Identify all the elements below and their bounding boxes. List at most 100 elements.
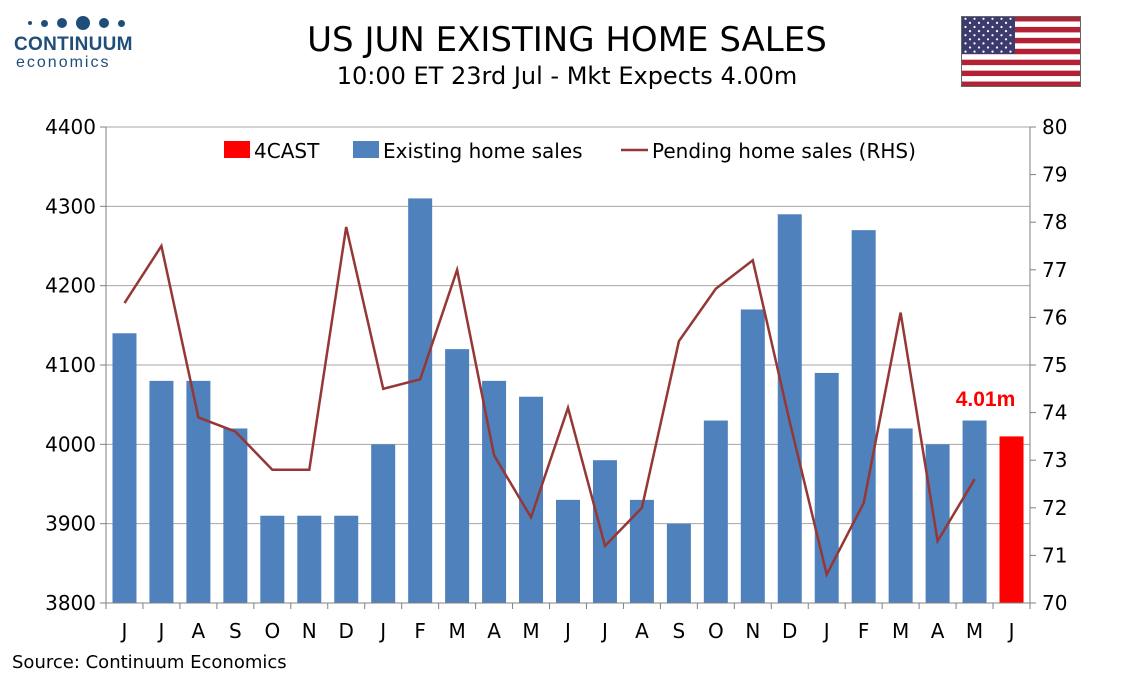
legend-label-existing-home-sales: Existing home sales (383, 139, 583, 163)
flag-star (1000, 34, 1003, 37)
continuum-logo: CONTINUUM economics (14, 14, 134, 74)
flag-star (986, 46, 990, 49)
right-tick-label: 77 (1042, 258, 1067, 282)
flag-star (968, 38, 972, 41)
flag-star (995, 38, 999, 41)
logo-dots (28, 14, 134, 32)
flag-star (982, 17, 985, 20)
bar-existing-home-sales (149, 380, 174, 603)
bar-existing-home-sales (740, 309, 765, 603)
x-tick-label: O (264, 619, 280, 643)
flag-star (973, 34, 976, 37)
right-tick-label: 73 (1042, 448, 1067, 472)
flag-star (1004, 38, 1008, 41)
flag-star (968, 46, 972, 49)
flag-star (1004, 46, 1008, 49)
right-tick-label: 70 (1042, 591, 1067, 615)
flag-stripe (961, 26, 1081, 33)
x-tick-label: N (745, 619, 760, 643)
bar-existing-home-sales (925, 444, 950, 603)
flag-stripe (961, 21, 1081, 28)
x-tick-label: A (192, 619, 206, 643)
flag-stripe (961, 43, 1081, 50)
flag-star (991, 17, 994, 20)
flag-star (977, 46, 981, 49)
left-tick-label: 4000 (45, 432, 96, 456)
bar-existing-home-sales (334, 515, 359, 603)
x-tick-label: N (302, 619, 317, 643)
us-flag-icon (961, 16, 1081, 87)
left-tick-label: 4200 (45, 274, 96, 298)
flag-star (1009, 42, 1012, 45)
flag-star (968, 21, 972, 24)
left-tick-label: 3900 (45, 512, 96, 536)
right-tick-label: 72 (1042, 496, 1067, 520)
x-tick-label: M (448, 619, 465, 643)
right-tick-label: 74 (1042, 401, 1067, 425)
bar-existing-home-sales (666, 523, 691, 603)
flag-star (991, 25, 994, 29)
x-tick-label: J (378, 619, 386, 643)
x-tick-label: F (858, 619, 870, 643)
right-tick-label: 78 (1042, 210, 1067, 234)
flag-star (968, 30, 972, 33)
legend-label-pending-home-sales: Pending home sales (RHS) (652, 139, 916, 163)
bar-existing-home-sales (592, 460, 617, 603)
flag-star (982, 34, 985, 37)
right-tick-label: 76 (1042, 305, 1067, 329)
bar-4cast (999, 436, 1024, 603)
x-tick-label: A (931, 619, 945, 643)
flag-star (1000, 17, 1003, 20)
flag-star (995, 30, 999, 33)
chart: 3800 3900 4000 4100 4200 4300 4400 70 71 72 73 74 75… (45, 115, 1067, 643)
flag-star (1000, 25, 1003, 29)
flag-stripe (961, 76, 1081, 82)
x-tick-label: M (522, 619, 539, 643)
x-tick-label: J (120, 619, 128, 643)
x-tick-label: M (892, 619, 909, 643)
flag-star (995, 46, 999, 49)
flag-star (973, 17, 976, 20)
x-tick-label: A (487, 619, 501, 643)
flag-stripe (961, 54, 1081, 60)
forecast-annotation: 4.01m (956, 388, 1016, 411)
flag-star (991, 50, 994, 53)
flag-star (973, 42, 976, 45)
flag-star (1000, 50, 1003, 53)
flag-star (1009, 50, 1012, 53)
legend-swatch-existing-home-sales (353, 141, 379, 158)
x-tick-label: O (708, 619, 724, 643)
source-note: Source: Continuum Economics (12, 652, 287, 673)
left-tick-label: 4100 (45, 353, 96, 377)
right-tick-label: 71 (1042, 543, 1067, 567)
bar-existing-home-sales (703, 420, 728, 603)
right-tick-label: 79 (1042, 163, 1067, 187)
x-tick-label: J (563, 619, 571, 643)
left-tick-label: 3800 (45, 591, 96, 615)
x-tick-label: D (339, 619, 354, 643)
x-tick-label: F (414, 619, 426, 643)
x-tick-label: M (966, 619, 983, 643)
bar-existing-home-sales (851, 230, 876, 603)
flag-star (964, 25, 967, 29)
flag-star (982, 42, 985, 45)
flag-star (977, 38, 981, 41)
chart-title: US JUN EXISTING HOME SALES (307, 20, 827, 60)
bar-existing-home-sales (556, 499, 580, 603)
flag-star (964, 34, 967, 37)
logo-word: CONTINUUM (14, 34, 133, 55)
bar-existing-home-sales (777, 214, 802, 603)
bar-existing-home-sales (814, 372, 839, 603)
flag-star (1004, 30, 1008, 33)
legend-label-4cast: 4CAST (254, 139, 320, 163)
x-tick-label: A (635, 619, 649, 643)
x-tick-label: S (229, 619, 242, 643)
flag-star (973, 25, 976, 29)
bar-existing-home-sales (260, 515, 285, 603)
x-tick-label: D (782, 619, 797, 643)
flag-stripe (961, 70, 1081, 77)
flag-star (964, 42, 967, 45)
bar-existing-home-sales (297, 515, 322, 603)
bar-existing-home-sales (371, 444, 396, 603)
flag-stripe (961, 81, 1081, 87)
